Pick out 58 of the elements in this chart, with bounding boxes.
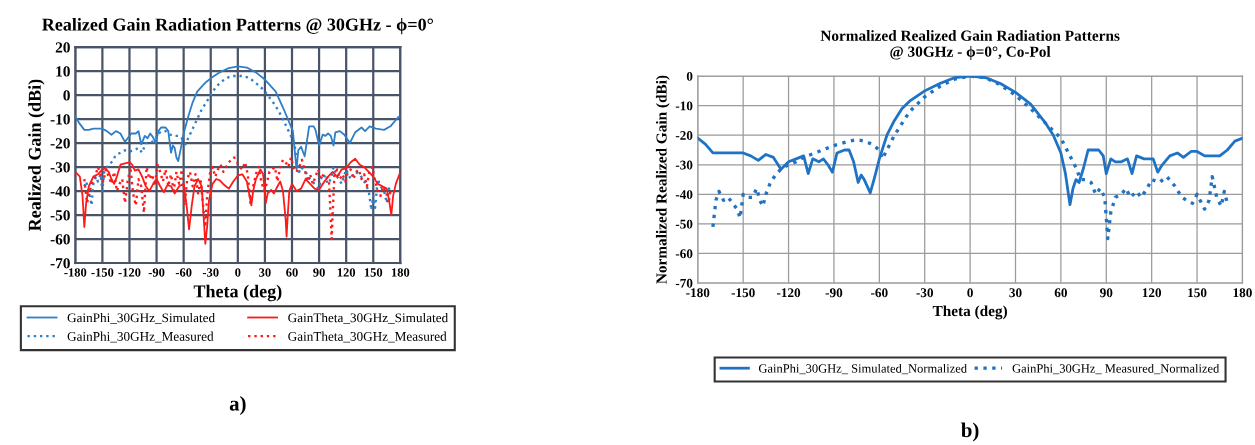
legend-label: GainTheta_30GHz_Measured (288, 331, 447, 343)
y-tick-label: -50 (675, 219, 693, 229)
x-tick-label: 60 (286, 268, 298, 277)
x-tick-label: 30 (1009, 288, 1022, 298)
legend-label: GainPhi_30GHz_ Measured_Normalized (1012, 363, 1220, 375)
y-tick-label: -30 (675, 160, 693, 170)
y-tick-label: 20 (55, 42, 70, 53)
y-tick-label: -60 (675, 249, 693, 259)
y-tick-label: 10 (56, 66, 70, 77)
x-tick-label: -150 (91, 268, 114, 277)
x-tick-label: -30 (202, 268, 219, 277)
x-tick-label: -180 (686, 288, 710, 298)
y-tick-label: -50 (50, 210, 70, 221)
x-tick-label: 0 (235, 268, 241, 277)
y-tick-label: 0 (686, 71, 693, 81)
y-tick-label: -70 (675, 278, 693, 288)
y-tick-label: -30 (50, 162, 70, 173)
x-tick-label: 180 (1233, 288, 1252, 298)
x-tick-label: 120 (1142, 288, 1162, 298)
x-tick-label: 0 (967, 288, 973, 298)
y-tick-label: -20 (675, 131, 693, 140)
legend-label: GainPhi_30GHz_ Simulated_Normalized (758, 363, 967, 375)
x-tick-label: 150 (364, 268, 383, 277)
y-tick-label: -10 (50, 114, 70, 125)
chart-title: Normalized Realized Gain Radiation Patterns @ 30GHz - ϕ=0°, Co-Pol (820, 30, 1120, 60)
x-tick-label: 120 (337, 268, 356, 277)
x-tick-label: -120 (776, 288, 801, 298)
x-tick-label: 150 (1188, 288, 1207, 298)
y-tick-label: 0 (63, 90, 70, 101)
legend-label: GainPhi_30GHz_Measured (67, 331, 214, 343)
x-tick-label: 60 (1054, 288, 1067, 298)
x-tick-label: -90 (825, 288, 843, 298)
x-tick-label: -30 (916, 288, 934, 298)
x-tick-label: -60 (175, 268, 192, 277)
x-tick-label: 90 (313, 268, 325, 277)
x-axis-title: Theta (deg) (193, 284, 282, 302)
y-tick-label: -40 (50, 186, 70, 197)
y-tick-label: -70 (50, 258, 70, 269)
legend-label: GainTheta_30GHz_Simulated (288, 312, 449, 324)
x-tick-label: 30 (259, 268, 271, 277)
text: a) (229, 395, 246, 415)
chart-title: Realized Gain Radiation Patterns @ 30GHz - ϕ=0° (42, 17, 433, 35)
y-tick-label: -40 (675, 190, 693, 200)
x-tick-label: 90 (1100, 288, 1113, 298)
y-tick-label: -20 (50, 138, 70, 149)
y-tick-label: -10 (675, 101, 693, 111)
legend-label: GainPhi_30GHz_Simulated (67, 312, 215, 324)
x-tick-label: -60 (871, 288, 888, 298)
y-tick-label: -60 (50, 234, 70, 245)
y-axis-title: Realized Gain (dBi) (28, 79, 45, 232)
x-tick-label: -120 (118, 268, 141, 277)
x-axis-title: Theta (deg) (932, 305, 1007, 320)
x-tick-label: -180 (64, 268, 87, 277)
x-tick-label: 180 (391, 268, 410, 277)
x-tick-label: -150 (731, 288, 755, 298)
x-tick-label: -90 (148, 268, 165, 277)
text: b) (961, 422, 979, 442)
y-axis-title: Normalized Realized Gain (dBi) (655, 75, 670, 284)
